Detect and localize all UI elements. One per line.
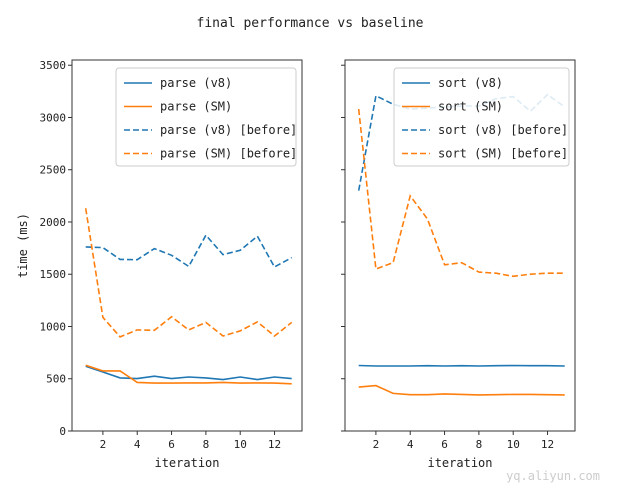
legend-label: sort (v8) [before] — [438, 123, 568, 137]
legend-label: parse (SM) — [160, 100, 232, 114]
x-tick-label: 10 — [507, 438, 520, 451]
x-axis-label: iteration — [154, 456, 219, 470]
y-tick-label: 500 — [46, 373, 66, 386]
y-tick-label: 2000 — [40, 216, 67, 229]
x-tick-label: 6 — [168, 438, 175, 451]
legend: sort (v8) sort (SM) sort (v8) [before] sort… — [393, 67, 570, 167]
watermark: yq.aliyun.com — [506, 469, 600, 483]
legend-frame — [393, 67, 570, 167]
axes-frame — [71, 59, 303, 432]
x-tick-label: 10 — [234, 438, 247, 451]
y-tick-label: 1500 — [40, 268, 67, 281]
series-line-1 — [85, 365, 292, 381]
axes-frame — [344, 59, 576, 432]
x-tick-label: 8 — [476, 438, 483, 451]
legend: parse (v8) parse (SM) parse (v8) [before] p… — [115, 67, 297, 167]
subplot-1: 2 4 6 8 10 12 0 500 1000 1500 2000 2500 3000 3500 iter… — [16, 59, 303, 470]
legend-label: parse (SM) [before] — [160, 147, 297, 161]
x-tick-label: 2 — [100, 438, 107, 451]
series-line-2 — [85, 364, 292, 385]
x-tick-label: 4 — [407, 438, 414, 451]
x-tick-label: 12 — [268, 438, 281, 451]
legend-label: sort (SM) — [438, 100, 503, 114]
x-tick-label: 8 — [203, 438, 210, 451]
x-axis-label: iteration — [427, 456, 492, 470]
series-line-4 — [84, 208, 293, 338]
y-tick-label: 3500 — [40, 59, 67, 72]
x-tick-label: 6 — [441, 438, 448, 451]
y-axis-label: time (ms) — [16, 213, 30, 278]
y-tick-label: 2500 — [40, 164, 67, 177]
legend-label: parse (v8) — [160, 76, 232, 90]
x-tick-label: 2 — [373, 438, 380, 451]
legend-label: parse (v8) [before] — [160, 123, 297, 137]
series-line-3 — [85, 233, 293, 269]
series-line-2 — [358, 384, 565, 396]
legend-label: sort (v8) — [438, 76, 503, 90]
figure-title: final performance vs baseline — [197, 16, 424, 31]
y-tick-label: 1000 — [40, 320, 67, 333]
y-tick-label: 0 — [59, 425, 66, 438]
series-line-4 — [357, 109, 565, 278]
y-tick-label: 3000 — [40, 111, 67, 124]
legend-frame — [115, 67, 297, 167]
x-tick-label: 12 — [541, 438, 554, 451]
series-line-1 — [358, 364, 565, 367]
x-tick-label: 4 — [134, 438, 141, 451]
legend-label: sort (SM) [before] — [438, 147, 568, 161]
